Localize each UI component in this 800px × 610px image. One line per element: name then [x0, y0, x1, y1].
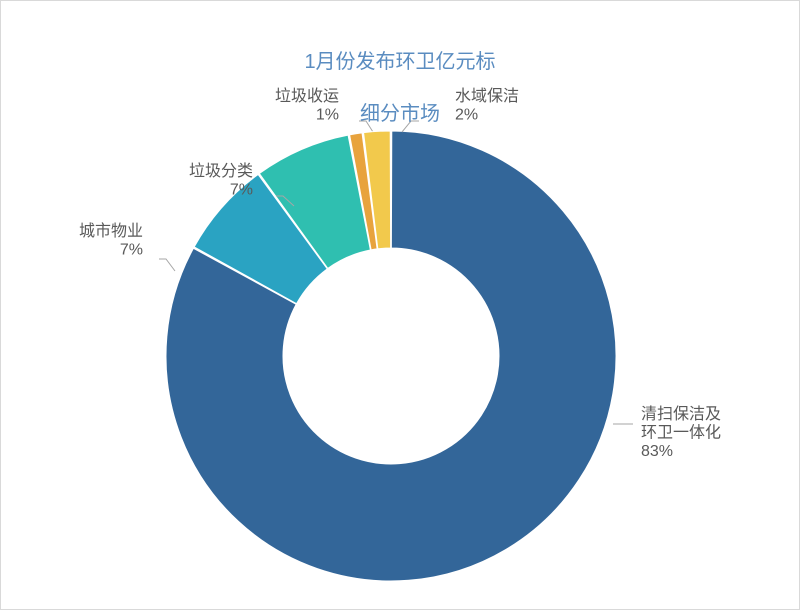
leader-line	[159, 259, 175, 271]
slice-label: 清扫保洁及环卫一体化83%	[641, 405, 721, 460]
chart-title-line1: 1月份发布环卫亿元标	[304, 51, 495, 73]
chart-title: 1月份发布环卫亿元标 细分市场	[1, 23, 799, 127]
slice-label: 垃圾分类7%	[189, 162, 253, 198]
donut-chart-container: 1月份发布环卫亿元标 细分市场 清扫保洁及环卫一体化83% 城市物业7% 垃圾分类7…	[0, 0, 800, 610]
slice-label: 城市物业7%	[79, 222, 143, 258]
chart-title-line2: 细分市场	[360, 103, 440, 125]
